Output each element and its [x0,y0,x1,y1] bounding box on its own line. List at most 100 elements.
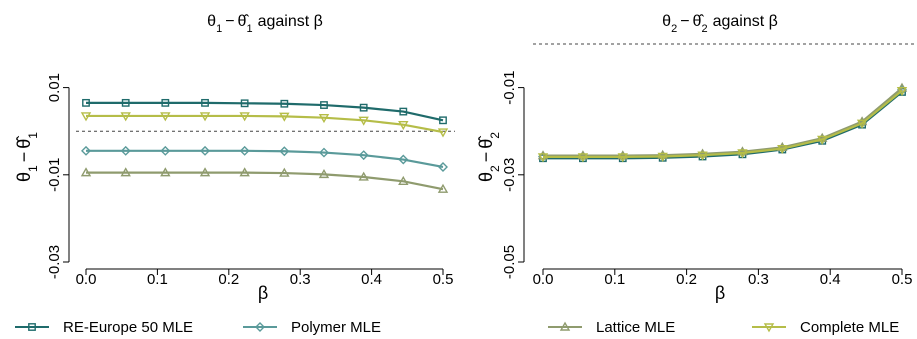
data-point [358,150,369,161]
x-tick-label: 0.4 [820,271,841,288]
data-point [697,148,708,158]
data-point [577,153,589,163]
series-re-europe-50-mle [539,88,906,163]
series-complete-mle [537,86,908,163]
data-point [577,150,589,160]
legend-marker [763,323,775,333]
data-point [439,116,447,125]
data-point [199,167,211,177]
data-point [280,99,289,108]
data-point [399,107,408,116]
x-tick-label: 0.0 [76,271,97,288]
data-point [200,145,211,156]
data-point [737,149,748,159]
series-line [543,89,903,159]
data-point [121,98,130,107]
legend-marker [255,322,265,332]
data-point [279,112,290,122]
x-tick-label: 0.0 [533,271,554,288]
data-point [318,168,330,179]
data-point [817,135,828,145]
y-tick-label: -0.03 [46,245,63,279]
data-point [437,183,449,193]
legend-item: Polymer MLE [243,319,381,336]
legend: RE-Europe 50 MLE Polymer MLE Lattice MLE Co… [15,319,899,336]
y-tick-label: -0.03 [501,158,518,192]
data-point [160,145,171,156]
data-point [737,146,748,156]
data-point [240,99,249,108]
series-line [86,171,444,191]
data-point [358,116,369,126]
data-point [120,145,131,156]
data-point [398,120,409,131]
x-tick-label: 0.3 [290,271,311,288]
data-point [120,167,131,177]
series-lattice-mle [537,82,908,160]
data-point [617,150,628,160]
legend-item: Lattice MLE [548,319,675,336]
series-line [543,87,903,157]
data-point [160,167,171,177]
x-tick-label: 0.4 [361,271,382,288]
data-point [80,167,92,177]
data-point [437,128,449,138]
data-point [856,119,868,129]
data-point [358,171,369,181]
x-tick-label: 0.2 [218,271,239,288]
x-tick-label: 0.3 [748,271,769,288]
series-line [543,88,903,158]
series-lattice-mle [80,167,449,193]
x-tick-label: 0.5 [892,271,913,288]
right-panel-x-axis-label: β [715,283,725,303]
legend-label: Complete MLE [800,319,899,336]
series-polymer-mle [81,145,448,172]
series-re-europe-50-mle [82,98,447,125]
x-tick-label: 0.2 [676,271,697,288]
y-tick-label: -0.01 [46,158,63,192]
right-panel-y-axis-label: θ2−θ̂2 [476,132,502,182]
legend-label: Polymer MLE [291,319,381,336]
left-panel-title: θ1− θ̂1 against β [207,13,323,35]
legend-label: RE-Europe 50 MLE [63,319,193,336]
y-tick-label: 0.01 [46,73,63,102]
left-panel-y-axis-label: θ1−θ̂1 [14,132,40,182]
data-point [160,112,171,122]
data-point [201,98,209,107]
right-panel: θ2− θ̂2 against β θ2−θ̂2 β -0.01 -0.03 -0.05… [476,13,914,303]
data-point [318,113,330,124]
data-point [438,161,448,172]
y-tick-label: -0.01 [501,70,518,104]
data-point [777,144,788,155]
data-point [320,101,328,109]
data-point [279,146,290,157]
data-point [120,112,131,122]
x-tick-label: 0.1 [604,271,625,288]
data-point [697,151,708,161]
legend-item: RE-Europe 50 MLE [15,319,193,336]
x-tick-label: 0.5 [433,271,454,288]
left-panel-x-axis-label: β [258,283,268,303]
data-point [199,112,211,122]
series-line [86,101,444,122]
data-point [279,167,290,177]
series-line [86,149,444,169]
series-complete-mle [80,112,449,138]
data-point [537,150,549,160]
data-point [239,112,250,122]
data-point [617,153,628,163]
data-point [80,112,92,122]
data-point [398,154,409,165]
legend-item: Complete MLE [752,319,899,336]
legend-marker [28,323,36,331]
legend-label: Lattice MLE [596,319,675,336]
data-point [239,167,250,177]
data-point [537,153,549,163]
right-panel-title: θ2− θ̂2 against β [662,13,778,35]
y-tick-label: -0.05 [501,245,518,279]
data-point [359,103,368,112]
data-point [81,145,91,156]
data-point [239,145,250,156]
data-point [657,152,668,162]
